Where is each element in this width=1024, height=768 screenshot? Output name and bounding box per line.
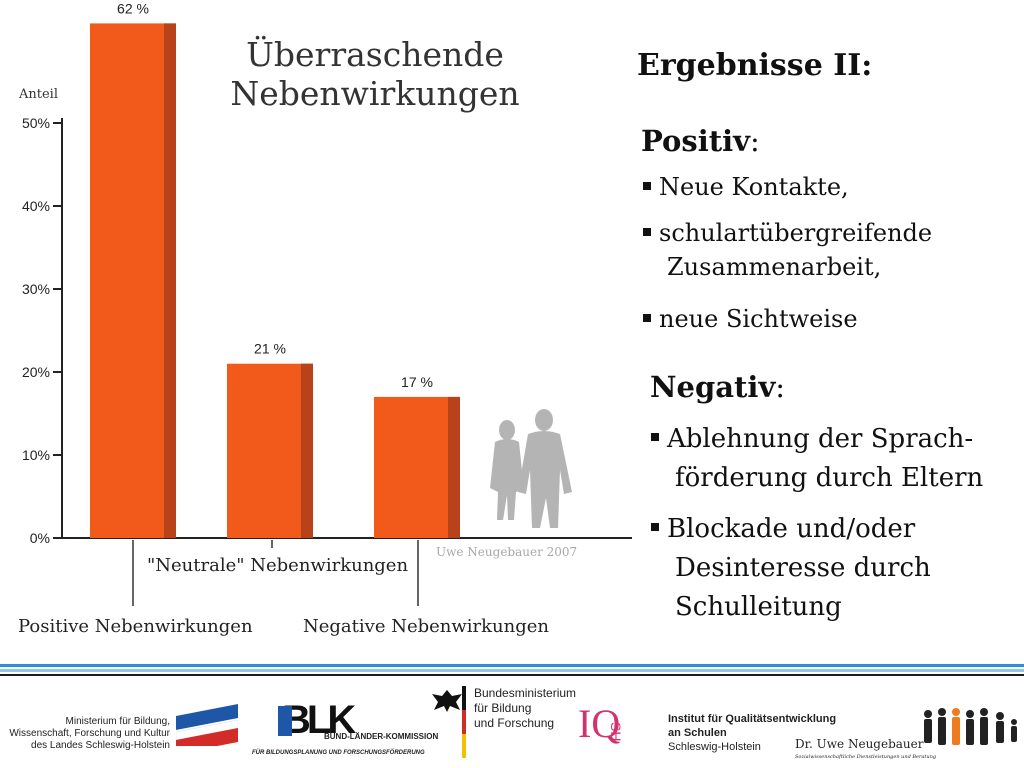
positiv-title: Positiv — [641, 124, 750, 158]
bmbf-line-2: für Bildung — [474, 701, 532, 715]
bar-chart: Anteil 0% 10% 20% 30% 40% 50% 62 % 21 % 17 % — [18, 0, 632, 606]
y-tick-label-5: 50% — [22, 115, 50, 131]
footer-logos: Ministerium für Bildung, Wissenschaft, F… — [0, 682, 1024, 768]
blk-line-1: BUND-LÄNDER-KOMMISSION — [324, 732, 439, 741]
schleswig-holstein-flag-icon — [176, 704, 238, 746]
positiv-heading: Positiv: — [641, 124, 760, 158]
bullet-square-icon — [651, 433, 659, 441]
bar-0 — [90, 23, 176, 538]
positiv-item-1-line-1: Neue Kontakte, — [659, 173, 849, 201]
footer-rule-lightblue — [0, 669, 1024, 672]
positiv-item-2-line-2: Zusammenarbeit, — [667, 253, 882, 281]
bar-shade-1 — [301, 363, 313, 538]
chart-title-line-1: Überraschende — [246, 35, 504, 74]
category-label-negative: Negative Nebenwirkungen — [303, 616, 549, 637]
positiv-item-3-line-1: neue Sichtweise — [659, 305, 858, 333]
iqsh-line-3: Schleswig-Holstein — [668, 741, 761, 753]
bmbf-line-1: Bundesministerium — [474, 686, 577, 700]
bmbf-flag-red — [462, 710, 466, 734]
iqsh-sub: SH — [608, 722, 624, 742]
bar-value-label-0: 62 % — [117, 0, 149, 16]
iqsh-mark: IQ — [578, 701, 621, 746]
y-tick-label-1: 10% — [22, 447, 50, 463]
negativ-item-2: Blockade und/oder Desinteresse durch Sch… — [651, 510, 931, 627]
bullet-square-icon — [643, 227, 651, 236]
author-name: Dr. Uwe Neugebauer — [795, 737, 924, 751]
ministry-line-2: Wissenschaft, Forschung und Kultur — [9, 728, 170, 739]
y-tick-label-4: 40% — [22, 198, 50, 214]
positiv-colon: : — [749, 124, 760, 158]
negativ-item-2-line-3: Schulleitung — [675, 592, 842, 622]
y-tick-label-0: 0% — [30, 530, 50, 546]
positiv-item-2: schulartübergreifende Zusammenarbeit, — [643, 216, 932, 284]
bar-shade-0 — [164, 23, 176, 538]
people-group-icon — [924, 708, 1017, 745]
negativ-item-1-line-2: förderung durch Eltern — [675, 463, 984, 493]
footer-rule-blue — [0, 664, 1024, 667]
negativ-heading: Negativ: — [650, 370, 785, 404]
ministry-line-3: des Landes Schleswig-Holstein — [31, 740, 170, 751]
bar-value-label-1: 21 % — [254, 341, 286, 357]
author-tagline: Sozialwissenschaftliche Dienstleistungen… — [795, 754, 937, 760]
category-leader-lines — [132, 540, 419, 606]
negativ-item-2-line-2: Desinteresse durch — [675, 553, 931, 583]
ministry-line-1: Ministerium für Bildung, — [65, 716, 170, 727]
positiv-item-2-line-1: schulartübergreifende — [659, 219, 933, 247]
slide-heading: Ergebnisse II: — [637, 48, 873, 83]
footer-rule-dark — [0, 674, 1024, 676]
federal-eagle-icon — [432, 690, 462, 712]
ministry-logo-text: Ministerium für Bildung, Wissenschaft, F… — [8, 716, 170, 752]
bar-value-label-2: 17 % — [401, 374, 433, 390]
chart-axes: Anteil 0% 10% 20% 30% 40% 50% — [18, 87, 632, 546]
chart-bars: 62 % 21 % 17 % — [90, 0, 460, 538]
bullet-square-icon — [643, 313, 651, 322]
iqsh-line-2: an Schulen — [668, 727, 727, 739]
walking-couple-silhouette — [490, 409, 572, 528]
chart-title: Überraschende Nebenwirkungen — [215, 35, 535, 114]
blk-blue-block — [278, 706, 292, 736]
iqsh-line-1: Institut für Qualitätsentwicklung — [668, 713, 837, 725]
positiv-item-1: Neue Kontakte, — [643, 170, 849, 204]
bar-2 — [374, 396, 460, 538]
iqsh-logo-text: Institut für Qualitätsentwicklung an Sch… — [668, 712, 836, 754]
category-label-positive: Positive Nebenwirkungen — [18, 616, 253, 637]
negativ-item-2-line-1: Blockade und/oder — [667, 514, 916, 544]
bmbf-flag-gold — [462, 734, 466, 758]
y-tick-label-2: 20% — [22, 364, 50, 380]
bar-shade-2 — [448, 396, 460, 538]
chart-title-line-2: Nebenwirkungen — [230, 73, 520, 113]
bmbf-logo-text: Bundesministerium für Bildung und Forsch… — [474, 686, 576, 731]
bar-1 — [227, 363, 313, 538]
blk-logo: BLK BUND-LÄNDER-KOMMISSION FÜR BILDUNGSP… — [252, 696, 438, 760]
blk-line-2: FÜR BILDUNGSPLANUNG UND FORSCHUNGSFÖRDER… — [252, 750, 425, 756]
negativ-item-1-line-1: Ablehnung der Sprach- — [667, 424, 974, 454]
category-label-neutral: "Neutrale" Nebenwirkungen — [147, 555, 409, 576]
negativ-title: Negativ — [650, 370, 776, 404]
bmbf-flag-black — [462, 686, 466, 710]
chart-credit: Uwe Neugebauer 2007 — [436, 545, 578, 559]
y-tick-label-3: 30% — [22, 281, 50, 297]
negativ-colon: : — [775, 370, 786, 404]
positiv-item-3: neue Sichtweise — [643, 302, 858, 336]
blk-letters: BLK — [282, 698, 356, 742]
bullet-square-icon — [643, 181, 651, 190]
bmbf-line-3: und Forschung — [474, 716, 555, 730]
bullet-square-icon — [651, 523, 659, 531]
y-axis-label: Anteil — [18, 87, 58, 102]
negativ-item-1: Ablehnung der Sprach- förderung durch El… — [651, 420, 983, 498]
